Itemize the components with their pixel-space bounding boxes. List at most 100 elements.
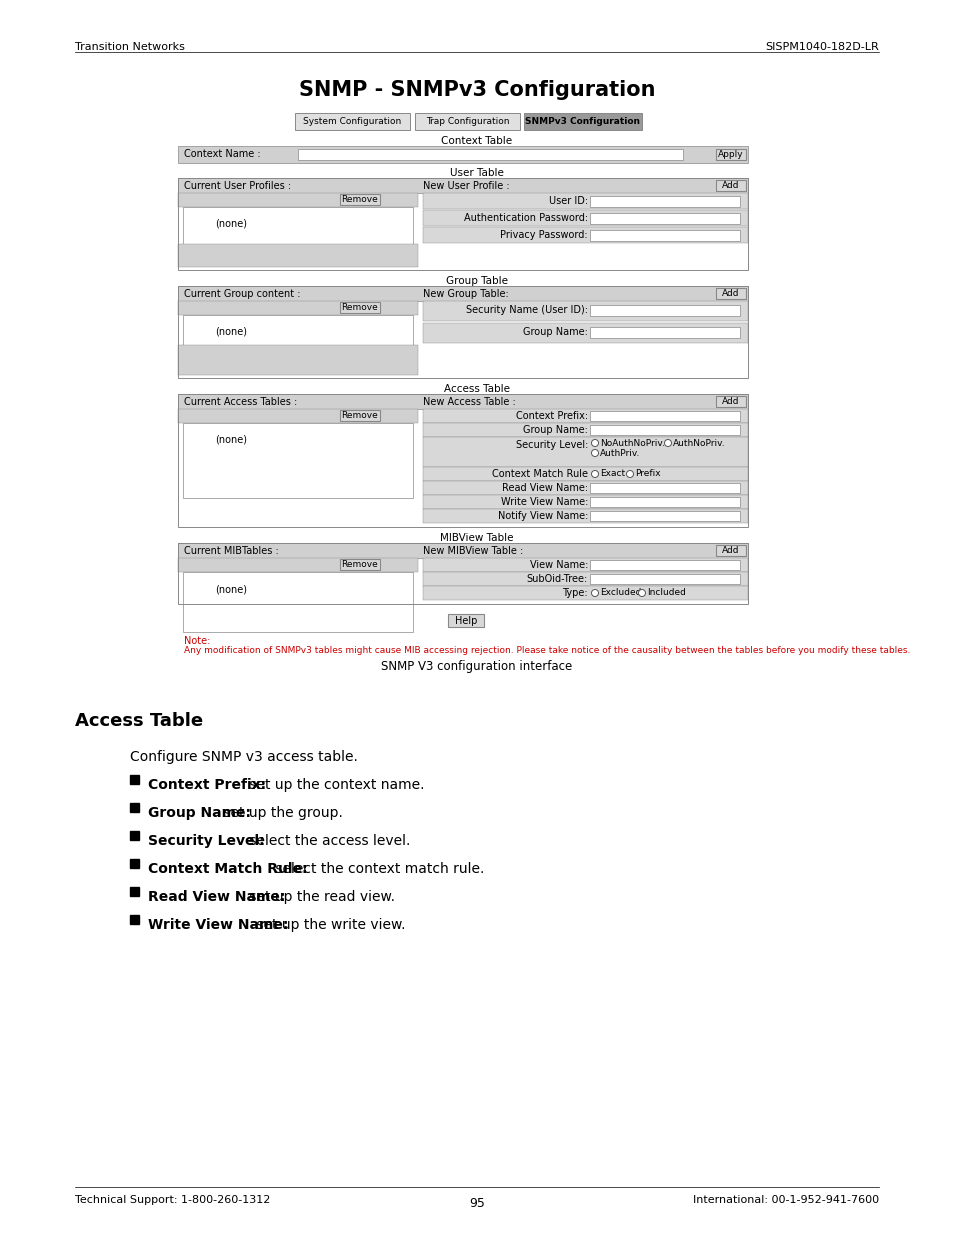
Text: Current Group content :: Current Group content : [184,289,300,299]
Bar [422,558,747,572]
Circle shape [591,440,598,447]
Text: (none): (none) [214,584,247,594]
Bar [589,574,740,584]
Bar [178,409,417,424]
Text: select the access level.: select the access level. [245,834,411,848]
Text: Read View Name:: Read View Name: [501,483,587,493]
Bar [183,315,413,370]
Text: International: 00-1-952-941-7600: International: 00-1-952-941-7600 [692,1195,878,1205]
Bar [589,230,740,241]
Text: Prefix: Prefix [635,469,659,478]
Text: Technical Support: 1-800-260-1312: Technical Support: 1-800-260-1312 [75,1195,270,1205]
Text: SubOid-Tree:: SubOid-Tree: [526,574,587,584]
Text: Type:: Type: [561,588,587,598]
Text: Excluded: Excluded [599,588,640,597]
Bar [178,394,747,527]
Bar [294,112,410,130]
Text: SNMP V3 configuration interface: SNMP V3 configuration interface [381,659,572,673]
Text: View Name:: View Name: [529,559,587,571]
Text: Included: Included [646,588,685,597]
Bar [422,193,747,209]
Bar [130,803,139,811]
Text: (none): (none) [214,219,247,228]
Text: Context Match Rule: Context Match Rule [492,469,587,479]
Bar [589,483,740,493]
Text: AuthNoPriv.: AuthNoPriv. [672,438,725,448]
Bar [422,495,747,509]
Bar [130,915,139,924]
Bar [422,437,747,467]
Text: set up the group.: set up the group. [219,806,343,820]
Bar [183,207,413,262]
Text: Group Name:: Group Name: [148,806,251,820]
Bar [297,149,682,161]
Bar [716,288,745,299]
Bar [589,327,740,338]
Bar [422,324,747,343]
Circle shape [638,589,645,597]
Text: Context Table: Context Table [441,136,512,146]
Bar [589,425,740,435]
Text: User Table: User Table [450,168,503,178]
Bar [589,212,740,224]
Circle shape [626,471,633,478]
Bar [415,112,519,130]
Bar [716,180,745,191]
Text: Group Table: Group Table [446,275,507,287]
Text: Current User Profiles :: Current User Profiles : [184,182,291,191]
Bar [448,614,483,627]
Bar [589,496,740,508]
Text: Current MIBTables :: Current MIBTables : [184,546,278,556]
Bar [178,178,747,193]
Bar [339,194,379,205]
Text: SNMP - SNMPv3 Configuration: SNMP - SNMPv3 Configuration [298,80,655,100]
Bar [178,301,417,315]
Text: Any modification of SNMPv3 tables might cause MIB accessing rejection. Please ta: Any modification of SNMPv3 tables might … [184,646,909,655]
Bar [422,585,747,600]
Text: MIBView Table: MIBView Table [439,534,514,543]
Bar [130,887,139,897]
Text: SNMPv3 Configuration: SNMPv3 Configuration [525,117,639,126]
Bar [130,776,139,784]
Bar [178,394,747,409]
Bar [716,545,745,556]
Bar [339,559,379,571]
Circle shape [591,450,598,457]
Bar [422,210,747,226]
Text: Transition Networks: Transition Networks [75,42,185,52]
Bar [589,559,740,571]
Text: New Access Table :: New Access Table : [422,396,516,408]
Text: Current Access Tables :: Current Access Tables : [184,396,297,408]
Text: Remove: Remove [341,303,378,312]
Text: Group Name:: Group Name: [522,327,587,337]
Bar [178,345,417,375]
Text: Remove: Remove [341,195,378,204]
Text: Context Match Rule:: Context Match Rule: [148,862,307,876]
Bar [589,511,740,521]
Bar [716,396,745,408]
Bar [589,196,740,207]
Circle shape [664,440,671,447]
Text: Configure SNMP v3 access table.: Configure SNMP v3 access table. [130,750,357,764]
Text: Security Name (User ID):: Security Name (User ID): [465,305,587,315]
Text: Read View Name:: Read View Name: [148,890,285,904]
Text: set up the read view.: set up the read view. [245,890,395,904]
Text: Remove: Remove [341,559,378,569]
Bar [178,245,417,267]
Text: Note:: Note: [184,636,211,646]
Text: SISPM1040-182D-LR: SISPM1040-182D-LR [764,42,878,52]
Bar [339,303,379,312]
Text: User ID:: User ID: [548,196,587,206]
Bar [422,467,747,480]
Text: New Group Table:: New Group Table: [422,289,508,299]
Text: Notify View Name:: Notify View Name: [497,511,587,521]
Bar [178,146,747,163]
Text: Context Prefix:: Context Prefix: [148,778,266,792]
Text: Apply: Apply [718,149,743,159]
Bar [183,424,413,498]
Text: Trap Configuration: Trap Configuration [425,117,509,126]
Text: Add: Add [721,546,739,555]
Text: Privacy Password:: Privacy Password: [500,230,587,240]
Bar [178,543,747,558]
Text: Write View Name:: Write View Name: [500,496,587,508]
